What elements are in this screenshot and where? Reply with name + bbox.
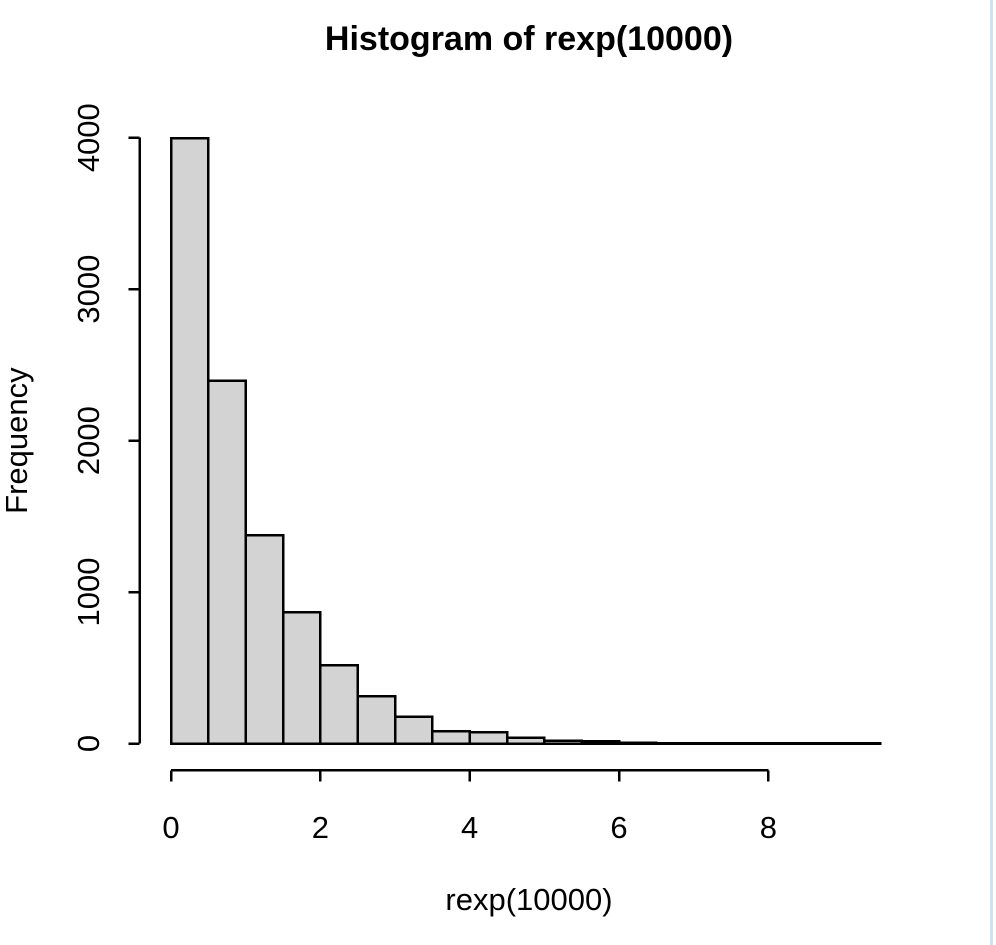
window-edge-line	[990, 0, 993, 945]
x-tick-label: 0	[162, 810, 179, 845]
y-axis-label: Frequency	[0, 367, 34, 514]
x-tick-label: 2	[312, 810, 329, 845]
histogram-bar	[169, 137, 210, 745]
histogram-bar	[580, 739, 621, 745]
y-tick-label: 2000	[71, 406, 106, 475]
histogram-bar	[431, 729, 471, 745]
y-tick-label: 3000	[71, 255, 106, 324]
histogram-bar	[244, 534, 285, 745]
histogram-bar	[207, 379, 247, 745]
x-tick-label: 6	[610, 810, 627, 845]
x-tick-label: 4	[461, 810, 478, 845]
histogram-bar	[505, 736, 546, 745]
histogram-bar	[468, 731, 509, 745]
x-axis-label: rexp(10000)	[445, 882, 612, 917]
chart-title: Histogram of rexp(10000)	[325, 20, 733, 58]
x-tick-label: 8	[760, 810, 777, 845]
histogram-bar	[281, 610, 322, 745]
histogram-bar	[393, 715, 434, 745]
histogram-bar	[356, 694, 397, 745]
histogram-bar	[319, 663, 359, 745]
y-tick-label: 1000	[71, 558, 106, 627]
y-tick-label: 0	[71, 735, 106, 752]
histogram-bar	[617, 741, 658, 745]
y-tick-label: 4000	[71, 103, 106, 172]
histogram-bar	[543, 739, 583, 745]
